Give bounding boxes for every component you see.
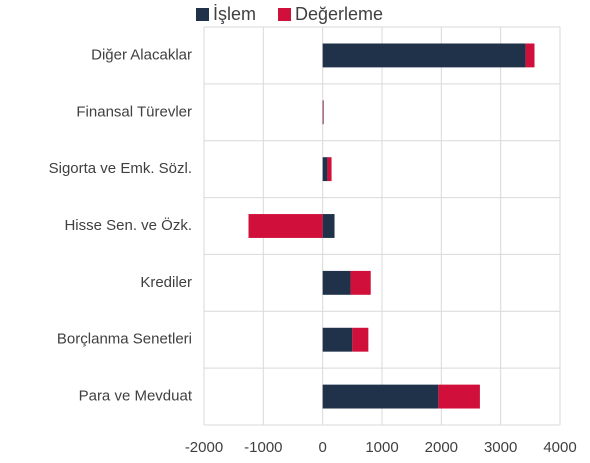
x-tick-label: 2000 xyxy=(425,439,458,456)
legend-label: Değerleme xyxy=(295,4,383,24)
x-tick-label: 4000 xyxy=(543,439,576,456)
category-label: Diğer Alacaklar xyxy=(91,46,192,63)
bar xyxy=(352,327,369,352)
bar xyxy=(322,157,328,182)
category-label: Sigorta ve Emk. Sözl. xyxy=(49,160,192,177)
legend-swatch xyxy=(196,8,209,21)
bar xyxy=(248,214,323,238)
bar xyxy=(322,43,526,68)
bar xyxy=(323,100,324,125)
bar xyxy=(525,43,535,68)
x-tick-label: -2000 xyxy=(185,439,223,456)
bar xyxy=(322,327,353,352)
legend-swatch xyxy=(278,8,292,21)
category-label: Para ve Mevduat xyxy=(79,388,193,405)
x-tick-label: -1000 xyxy=(244,439,282,456)
category-label: Krediler xyxy=(140,274,192,291)
category-label: Borçlanma Senetleri xyxy=(57,331,192,348)
bar xyxy=(322,100,324,125)
category-label: Finansal Türevler xyxy=(76,103,192,120)
category-label: Hisse Sen. ve Özk. xyxy=(64,216,192,234)
x-tick-label: 0 xyxy=(318,439,326,456)
x-tick-label: 3000 xyxy=(484,439,517,456)
bar xyxy=(327,157,332,182)
x-tick-label: 1000 xyxy=(365,439,398,456)
bar xyxy=(350,270,371,295)
bar xyxy=(322,384,439,409)
bar xyxy=(322,270,351,295)
legend-label: İşlem xyxy=(213,4,256,24)
bar xyxy=(322,214,335,238)
bar xyxy=(438,384,480,409)
